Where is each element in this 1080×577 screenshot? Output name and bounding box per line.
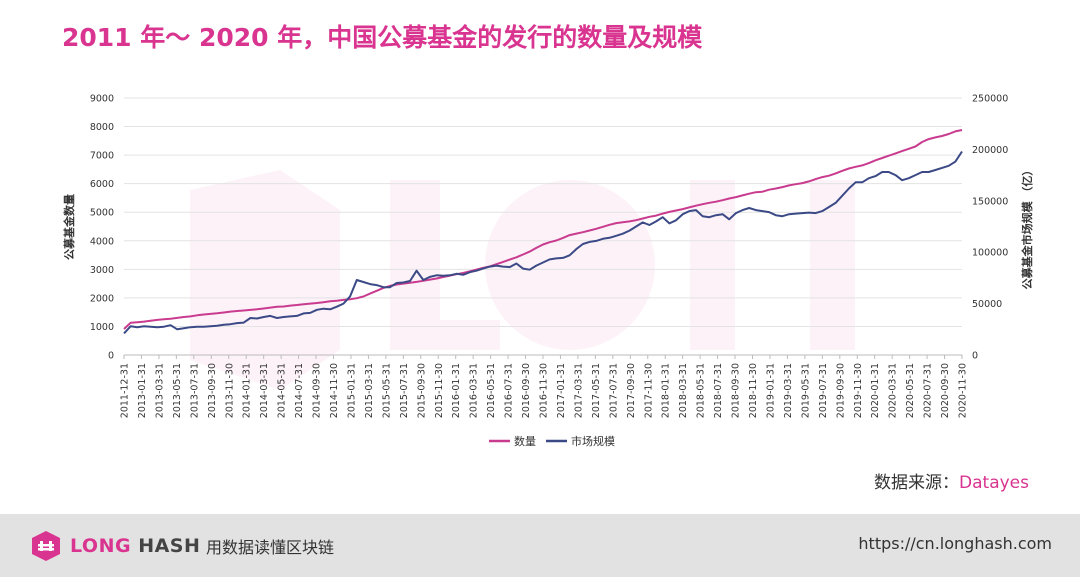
x-tick-label: 2014-07-31 — [294, 363, 305, 418]
x-tick-label: 2016-09-30 — [521, 363, 532, 418]
y-tick-label: 6000 — [90, 179, 114, 190]
x-tick-label: 2019-05-31 — [800, 363, 811, 418]
x-tick-label: 2017-11-30 — [643, 363, 654, 418]
footer-slogan: 用数据读懂区块链 — [206, 538, 335, 557]
y2-tick-label: 100000 — [972, 248, 1008, 259]
x-tick-label: 2018-03-31 — [678, 363, 689, 418]
longhash-logo-icon — [32, 531, 60, 561]
x-tick-label: 2020-01-31 — [870, 363, 881, 418]
x-tick-label: 2015-05-31 — [381, 363, 392, 418]
y-tick-label: 8000 — [90, 122, 114, 133]
legend-label-count: 数量 — [514, 435, 536, 448]
x-tick-label: 2015-07-31 — [399, 363, 410, 418]
x-tick-label: 2011-12-31 — [120, 363, 131, 418]
y-axis-right-label: 公募基金市场规模 （亿） — [1020, 165, 1034, 290]
brand-long: LONG — [70, 535, 132, 557]
x-tick-label: 2013-09-30 — [207, 363, 218, 418]
chart-title: 2011 年～ 2020 年，中国公募基金的发行的数量及规模 — [62, 23, 703, 52]
y-axis-left-ticks: 0 1000 2000 3000 4000 5000 6000 7000 8000 9000 — [90, 94, 114, 362]
source-label: 数据来源： — [874, 473, 960, 493]
gridlines — [124, 97, 962, 356]
x-tick-label: 2020-03-31 — [888, 363, 899, 418]
x-axis-ticks: 2011-12-31 2013-01-31 2013-03-31 2013-05-31… — [120, 355, 969, 418]
y2-tick-label: 250000 — [972, 94, 1008, 105]
x-tick-label: 2016-01-31 — [451, 363, 462, 418]
longhash-logo[interactable]: LONG HASH — [28, 526, 200, 566]
x-tick-label: 2019-11-30 — [853, 363, 864, 418]
y2-tick-label: 150000 — [972, 196, 1008, 207]
x-tick-label: 2013-07-31 — [189, 363, 200, 418]
x-tick-label: 2020-11-30 — [958, 363, 969, 418]
chart-canvas: 0 1000 2000 3000 4000 5000 6000 7000 8000 9000 0 5… — [62, 94, 1034, 449]
x-tick-label: 2016-05-31 — [486, 363, 497, 418]
footer-url[interactable]: https://cn.longhash.com — [858, 534, 1052, 553]
y-tick-label: 9000 — [90, 94, 114, 105]
x-tick-label: 2017-09-30 — [626, 363, 637, 418]
x-tick-label: 2015-03-31 — [364, 363, 375, 418]
x-tick-label: 2017-03-31 — [573, 363, 584, 418]
x-tick-label: 2016-07-31 — [504, 363, 515, 418]
x-tick-label: 2016-03-31 — [469, 363, 480, 418]
series-line-count — [123, 129, 963, 330]
x-tick-label: 2015-01-31 — [346, 363, 357, 418]
x-tick-label: 2020-05-31 — [905, 363, 916, 418]
x-tick-label: 2014-01-31 — [242, 363, 253, 418]
y-tick-label: 5000 — [90, 208, 114, 219]
x-tick-label: 2018-01-31 — [661, 363, 672, 418]
data-source: 数据来源：Datayes — [874, 468, 1029, 493]
x-tick-label: 2019-01-31 — [765, 363, 776, 418]
x-tick-label: 2015-09-30 — [416, 363, 427, 418]
y-tick-label: 7000 — [90, 151, 114, 162]
y-tick-label: 1000 — [90, 322, 114, 333]
y-tick-label: 3000 — [90, 265, 114, 276]
y2-tick-label: 50000 — [972, 299, 1002, 310]
source-name: Datayes — [959, 473, 1029, 493]
x-tick-label: 2013-11-30 — [224, 363, 235, 418]
y-tick-label: 2000 — [90, 293, 114, 304]
y-tick-label: 4000 — [90, 236, 114, 247]
x-tick-label: 2017-07-31 — [608, 363, 619, 418]
x-tick-label: 2014-11-30 — [329, 363, 340, 418]
x-tick-label: 2015-11-30 — [434, 363, 445, 418]
footer-bar: LONG HASH 用数据读懂区块链 https://cn.longhash.c… — [0, 514, 1080, 577]
x-tick-label: 2014-03-31 — [259, 363, 270, 418]
x-tick-label: 2017-01-31 — [556, 363, 567, 418]
x-tick-label: 2019-03-31 — [783, 363, 794, 418]
x-tick-label: 2020-07-31 — [923, 363, 934, 418]
x-tick-label: 2014-09-30 — [312, 363, 323, 418]
legend-label-aum: 市场规模 — [571, 434, 615, 448]
series-line-aum — [123, 150, 963, 335]
y-axis-left-label: 公募基金数量 — [62, 194, 76, 260]
x-tick-label: 2018-11-30 — [748, 363, 759, 418]
y2-tick-label: 0 — [972, 351, 978, 362]
brand-hash: HASH — [138, 535, 201, 557]
x-tick-label: 2019-07-31 — [818, 363, 829, 418]
series-lines — [123, 129, 963, 335]
x-tick-label: 2017-05-31 — [591, 363, 602, 418]
x-tick-label: 2013-01-31 — [137, 363, 148, 418]
x-tick-label: 2014-05-31 — [277, 363, 288, 418]
legend: 数量 市场规模 — [489, 434, 615, 448]
x-tick-label: 2018-07-31 — [713, 363, 724, 418]
x-tick-label: 2019-09-30 — [835, 363, 846, 418]
y-tick-label: 0 — [108, 351, 114, 362]
x-tick-label: 2018-05-31 — [696, 363, 707, 418]
y-axis-right-ticks: 0 50000 100000 150000 200000 250000 — [972, 94, 1008, 362]
x-tick-label: 2016-11-30 — [539, 363, 550, 418]
x-tick-label: 2013-03-31 — [154, 363, 165, 418]
x-tick-label: 2013-05-31 — [172, 363, 183, 418]
x-tick-label: 2020-09-30 — [940, 363, 951, 418]
x-tick-label: 2018-09-30 — [731, 363, 742, 418]
y2-tick-label: 200000 — [972, 145, 1008, 156]
brand-name: LONG HASH — [70, 535, 200, 557]
